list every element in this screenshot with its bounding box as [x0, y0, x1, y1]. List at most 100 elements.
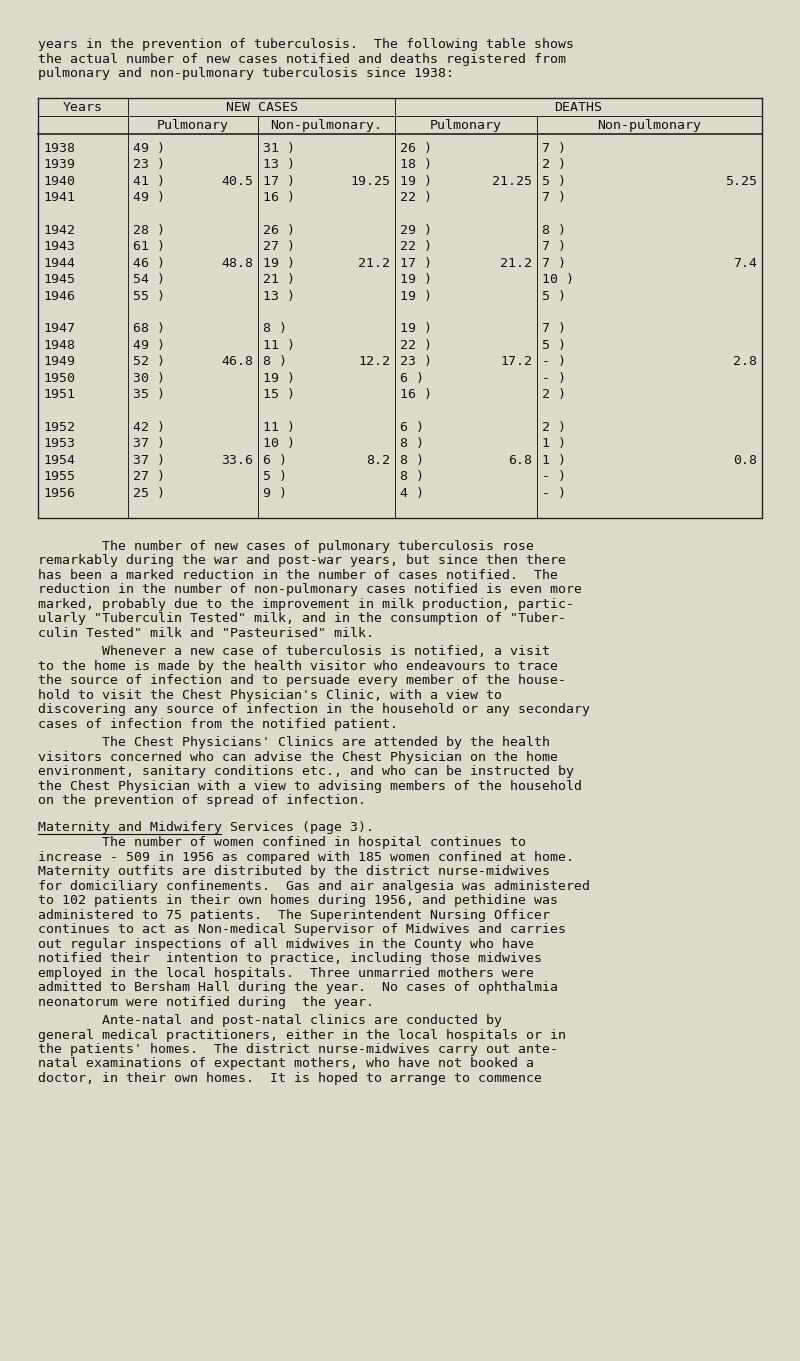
Text: to the home is made by the health visitor who endeavours to trace: to the home is made by the health visito…	[38, 660, 558, 672]
Text: 2 ): 2 )	[542, 158, 566, 171]
Text: 8 ): 8 )	[263, 323, 287, 335]
Text: 11 ): 11 )	[263, 421, 295, 434]
Text: 1955: 1955	[43, 471, 75, 483]
Text: 49 ): 49 )	[133, 339, 165, 351]
Text: pulmonary and non-pulmonary tuberculosis since 1938:: pulmonary and non-pulmonary tuberculosis…	[38, 67, 454, 80]
Text: 8.2: 8.2	[366, 453, 390, 467]
Text: 30 ): 30 )	[133, 372, 165, 385]
Text: 19 ): 19 )	[263, 372, 295, 385]
Text: 26 ): 26 )	[400, 142, 432, 155]
Text: 1941: 1941	[43, 192, 75, 204]
Text: 16 ): 16 )	[263, 192, 295, 204]
Text: 54 ): 54 )	[133, 274, 165, 286]
Text: ularly "Tuberculin Tested" milk, and in the consumption of "Tuber-: ularly "Tuberculin Tested" milk, and in …	[38, 612, 566, 625]
Text: 0.8: 0.8	[733, 453, 757, 467]
Text: 46.8: 46.8	[221, 355, 253, 369]
Text: 7 ): 7 )	[542, 323, 566, 335]
Text: 19 ): 19 )	[400, 174, 432, 188]
Text: 8 ): 8 )	[400, 437, 424, 450]
Text: 2.8: 2.8	[733, 355, 757, 369]
Text: 17 ): 17 )	[263, 174, 295, 188]
Text: 2 ): 2 )	[542, 421, 566, 434]
Text: 6 ): 6 )	[400, 421, 424, 434]
Text: neonatorum were notified during  the year.: neonatorum were notified during the year…	[38, 995, 374, 1009]
Text: - ): - )	[542, 471, 566, 483]
Text: 5 ): 5 )	[542, 290, 566, 302]
Text: 19 ): 19 )	[263, 257, 295, 269]
Text: 7 ): 7 )	[542, 192, 566, 204]
Text: 1938: 1938	[43, 142, 75, 155]
Text: Ante-natal and post-natal clinics are conducted by: Ante-natal and post-natal clinics are co…	[38, 1014, 502, 1028]
Text: 15 ): 15 )	[263, 388, 295, 401]
Text: 26 ): 26 )	[263, 223, 295, 237]
Text: 31 ): 31 )	[263, 142, 295, 155]
Text: 17 ): 17 )	[400, 257, 432, 269]
Text: 19 ): 19 )	[400, 274, 432, 286]
Text: 22 ): 22 )	[400, 339, 432, 351]
Text: 8 ): 8 )	[400, 453, 424, 467]
Text: 12.2: 12.2	[358, 355, 390, 369]
Text: 16 ): 16 )	[400, 388, 432, 401]
Text: 8 ): 8 )	[542, 223, 566, 237]
Text: Maternity and Midwifery Services (page 3).: Maternity and Midwifery Services (page 3…	[38, 821, 374, 833]
Text: 21.2: 21.2	[358, 257, 390, 269]
Text: 1947: 1947	[43, 323, 75, 335]
Text: NEW CASES: NEW CASES	[226, 101, 298, 113]
Text: culin Tested" milk and "Pasteurised" milk.: culin Tested" milk and "Pasteurised" mil…	[38, 626, 374, 640]
Text: 5 ): 5 )	[542, 174, 566, 188]
Text: Pulmonary: Pulmonary	[157, 118, 229, 132]
Text: 6 ): 6 )	[400, 372, 424, 385]
Text: 21.2: 21.2	[500, 257, 532, 269]
Text: cases of infection from the notified patient.: cases of infection from the notified pat…	[38, 717, 398, 731]
Text: remarkably during the war and post-war years, but since then there: remarkably during the war and post-war y…	[38, 554, 566, 568]
Text: Pulmonary: Pulmonary	[430, 118, 502, 132]
Text: 61 ): 61 )	[133, 241, 165, 253]
Text: 1956: 1956	[43, 487, 75, 499]
Text: notified their  intention to practice, including those midwives: notified their intention to practice, in…	[38, 951, 542, 965]
Text: 41 ): 41 )	[133, 174, 165, 188]
Text: marked, probably due to the improvement in milk production, partic-: marked, probably due to the improvement …	[38, 597, 574, 611]
Text: 25 ): 25 )	[133, 487, 165, 499]
Text: 37 ): 37 )	[133, 453, 165, 467]
Text: The number of women confined in hospital continues to: The number of women confined in hospital…	[38, 836, 526, 849]
Text: 13 ): 13 )	[263, 290, 295, 302]
Text: 7 ): 7 )	[542, 142, 566, 155]
Text: 1940: 1940	[43, 174, 75, 188]
Text: years in the prevention of tuberculosis.  The following table shows: years in the prevention of tuberculosis.…	[38, 38, 574, 50]
Text: 2 ): 2 )	[542, 388, 566, 401]
Text: 27 ): 27 )	[133, 471, 165, 483]
Text: 9 ): 9 )	[263, 487, 287, 499]
Text: 1 ): 1 )	[542, 437, 566, 450]
Text: administered to 75 patients.  The Superintendent Nursing Officer: administered to 75 patients. The Superin…	[38, 909, 550, 921]
Text: 33.6: 33.6	[221, 453, 253, 467]
Text: 40.5: 40.5	[221, 174, 253, 188]
Text: hold to visit the Chest Physician's Clinic, with a view to: hold to visit the Chest Physician's Clin…	[38, 689, 502, 701]
Text: 1951: 1951	[43, 388, 75, 401]
Text: The Chest Physicians' Clinics are attended by the health: The Chest Physicians' Clinics are attend…	[38, 736, 550, 749]
Text: - ): - )	[542, 355, 566, 369]
Text: 1939: 1939	[43, 158, 75, 171]
Text: employed in the local hospitals.  Three unmarried mothers were: employed in the local hospitals. Three u…	[38, 966, 534, 980]
Text: 49 ): 49 )	[133, 142, 165, 155]
Text: 7 ): 7 )	[542, 241, 566, 253]
Text: 13 ): 13 )	[263, 158, 295, 171]
Text: the source of infection and to persuade every member of the house-: the source of infection and to persuade …	[38, 674, 566, 687]
Text: for domiciliary confinements.  Gas and air analgesia was administered: for domiciliary confinements. Gas and ai…	[38, 879, 590, 893]
Text: 6 ): 6 )	[263, 453, 287, 467]
Text: - ): - )	[542, 372, 566, 385]
Text: 11 ): 11 )	[263, 339, 295, 351]
Text: increase - 509 in 1956 as compared with 185 women confined at home.: increase - 509 in 1956 as compared with …	[38, 851, 574, 863]
Text: 5 ): 5 )	[263, 471, 287, 483]
Text: admitted to Bersham Hall during the year.  No cases of ophthalmia: admitted to Bersham Hall during the year…	[38, 981, 558, 994]
Text: 8 ): 8 )	[400, 471, 424, 483]
Text: 27 ): 27 )	[263, 241, 295, 253]
Text: 42 ): 42 )	[133, 421, 165, 434]
Text: out regular inspections of all midwives in the County who have: out regular inspections of all midwives …	[38, 938, 534, 950]
Text: 29 ): 29 )	[400, 223, 432, 237]
Text: - ): - )	[542, 487, 566, 499]
Text: to 102 patients in their own homes during 1956, and pethidine was: to 102 patients in their own homes durin…	[38, 894, 558, 906]
Text: 37 ): 37 )	[133, 437, 165, 450]
Text: doctor, in their own homes.  It is hoped to arrange to commence: doctor, in their own homes. It is hoped …	[38, 1072, 542, 1085]
Text: Non-pulmonary: Non-pulmonary	[598, 118, 702, 132]
Text: environment, sanitary conditions etc., and who can be instructed by: environment, sanitary conditions etc., a…	[38, 765, 574, 778]
